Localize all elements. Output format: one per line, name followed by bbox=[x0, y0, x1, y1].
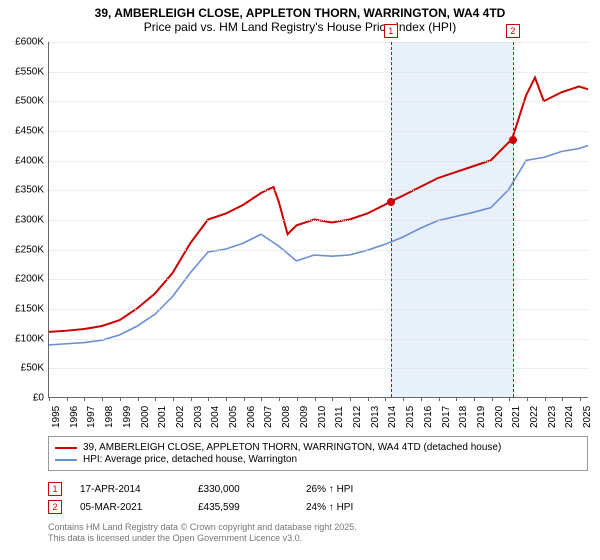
sale-date: 17-APR-2014 bbox=[80, 484, 180, 495]
x-tick-label: 2023 bbox=[547, 406, 558, 428]
sale-price: £330,000 bbox=[198, 484, 288, 495]
gridline bbox=[49, 72, 588, 73]
sale-hpi: 24% ↑ HPI bbox=[306, 502, 396, 513]
y-axis: £0£50K£100K£150K£200K£250K£300K£350K£400… bbox=[0, 42, 48, 398]
legend-label: HPI: Average price, detached house, Warr… bbox=[83, 454, 297, 465]
legend-item: 39, AMBERLEIGH CLOSE, APPLETON THORN, WA… bbox=[55, 442, 581, 453]
sale-rows: 1 17-APR-2014 £330,000 26% ↑ HPI 2 05-MAR-202… bbox=[48, 478, 588, 518]
gridline bbox=[49, 220, 588, 221]
x-tick-label: 2014 bbox=[387, 406, 398, 428]
price-chart: 39, AMBERLEIGH CLOSE, APPLETON THORN, WA… bbox=[0, 0, 600, 560]
sale-record: 2 05-MAR-2021 £435,599 24% ↑ HPI bbox=[48, 500, 588, 514]
x-tick-label: 1998 bbox=[104, 406, 115, 428]
sale-marker-icon: 2 bbox=[48, 500, 62, 514]
y-tick-label: £250K bbox=[15, 244, 44, 255]
sale-price: £435,599 bbox=[198, 502, 288, 513]
x-tick-label: 2018 bbox=[458, 406, 469, 428]
x-axis: 1995 1996 1997 1998 1999 2000 2001 2002 2003 2004… bbox=[48, 398, 588, 432]
gridline bbox=[49, 161, 588, 162]
y-tick-label: £500K bbox=[15, 96, 44, 107]
sale-marker-line bbox=[513, 42, 514, 397]
x-tick-label: 2011 bbox=[334, 406, 345, 428]
gridline bbox=[49, 309, 588, 310]
y-tick-label: £400K bbox=[15, 155, 44, 166]
x-tick-label: 2007 bbox=[263, 406, 274, 428]
legend-swatch bbox=[55, 459, 77, 461]
legend-label: 39, AMBERLEIGH CLOSE, APPLETON THORN, WA… bbox=[83, 442, 501, 453]
x-tick-label: 2013 bbox=[370, 406, 381, 428]
x-tick-label: 2017 bbox=[441, 406, 452, 428]
y-tick-label: £150K bbox=[15, 304, 44, 315]
series-line bbox=[49, 78, 588, 332]
y-tick-label: £0 bbox=[33, 393, 44, 404]
x-tick-label: 2004 bbox=[210, 406, 221, 428]
x-tick-label: 2001 bbox=[157, 406, 168, 428]
x-tick-label: 2022 bbox=[529, 406, 540, 428]
x-tick-label: 2025 bbox=[582, 406, 593, 428]
x-tick-label: 2019 bbox=[476, 406, 487, 428]
x-tick-label: 1995 bbox=[51, 406, 62, 428]
x-tick-label: 2016 bbox=[423, 406, 434, 428]
legend-item: HPI: Average price, detached house, Warr… bbox=[55, 454, 581, 465]
x-tick-label: 2009 bbox=[299, 406, 310, 428]
x-tick-label: 1999 bbox=[122, 406, 133, 428]
legend: 39, AMBERLEIGH CLOSE, APPLETON THORN, WA… bbox=[48, 436, 588, 471]
sale-point bbox=[509, 136, 517, 144]
x-tick-label: 2012 bbox=[352, 406, 363, 428]
sale-marker-icon: 1 bbox=[48, 482, 62, 496]
sale-date: 05-MAR-2021 bbox=[80, 502, 180, 513]
x-tick-label: 2020 bbox=[494, 406, 505, 428]
sale-point bbox=[387, 198, 395, 206]
gridline bbox=[49, 190, 588, 191]
y-tick-label: £50K bbox=[21, 363, 44, 374]
x-tick-label: 2002 bbox=[175, 406, 186, 428]
sale-hpi: 26% ↑ HPI bbox=[306, 484, 396, 495]
y-tick-label: £300K bbox=[15, 215, 44, 226]
x-tick-label: 2006 bbox=[246, 406, 257, 428]
x-tick-label: 1997 bbox=[86, 406, 97, 428]
sale-record: 1 17-APR-2014 £330,000 26% ↑ HPI bbox=[48, 482, 588, 496]
x-tick-label: 2005 bbox=[228, 406, 239, 428]
x-tick-label: 2010 bbox=[317, 406, 328, 428]
x-tick-label: 2008 bbox=[281, 406, 292, 428]
gridline bbox=[49, 250, 588, 251]
gridline bbox=[49, 131, 588, 132]
series-line bbox=[49, 146, 588, 345]
y-tick-label: £100K bbox=[15, 333, 44, 344]
gridline bbox=[49, 368, 588, 369]
x-tick-label: 1996 bbox=[69, 406, 80, 428]
x-tick-label: 2003 bbox=[193, 406, 204, 428]
gridline bbox=[49, 339, 588, 340]
x-tick-label: 2000 bbox=[140, 406, 151, 428]
footnote: Contains HM Land Registry data © Crown c… bbox=[48, 522, 588, 545]
sale-marker-box: 2 bbox=[506, 24, 520, 38]
legend-swatch bbox=[55, 447, 77, 449]
sale-marker-box: 1 bbox=[384, 24, 398, 38]
x-tick-label: 2021 bbox=[511, 406, 522, 428]
gridline bbox=[49, 279, 588, 280]
x-tick-label: 2015 bbox=[405, 406, 416, 428]
sale-marker-line bbox=[391, 42, 392, 397]
footnote-line2: This data is licensed under the Open Gov… bbox=[48, 533, 588, 544]
footnote-line1: Contains HM Land Registry data © Crown c… bbox=[48, 522, 588, 533]
y-tick-label: £350K bbox=[15, 185, 44, 196]
gridline bbox=[49, 42, 588, 43]
y-tick-label: £450K bbox=[15, 126, 44, 137]
x-tick-label: 2024 bbox=[564, 406, 575, 428]
plot-area: 12 bbox=[48, 42, 588, 398]
chart-title-address: 39, AMBERLEIGH CLOSE, APPLETON THORN, WA… bbox=[10, 6, 590, 20]
y-tick-label: £200K bbox=[15, 274, 44, 285]
gridline bbox=[49, 101, 588, 102]
y-tick-label: £600K bbox=[15, 37, 44, 48]
chart-title-subtitle: Price paid vs. HM Land Registry's House … bbox=[10, 20, 590, 34]
y-tick-label: £550K bbox=[15, 66, 44, 77]
